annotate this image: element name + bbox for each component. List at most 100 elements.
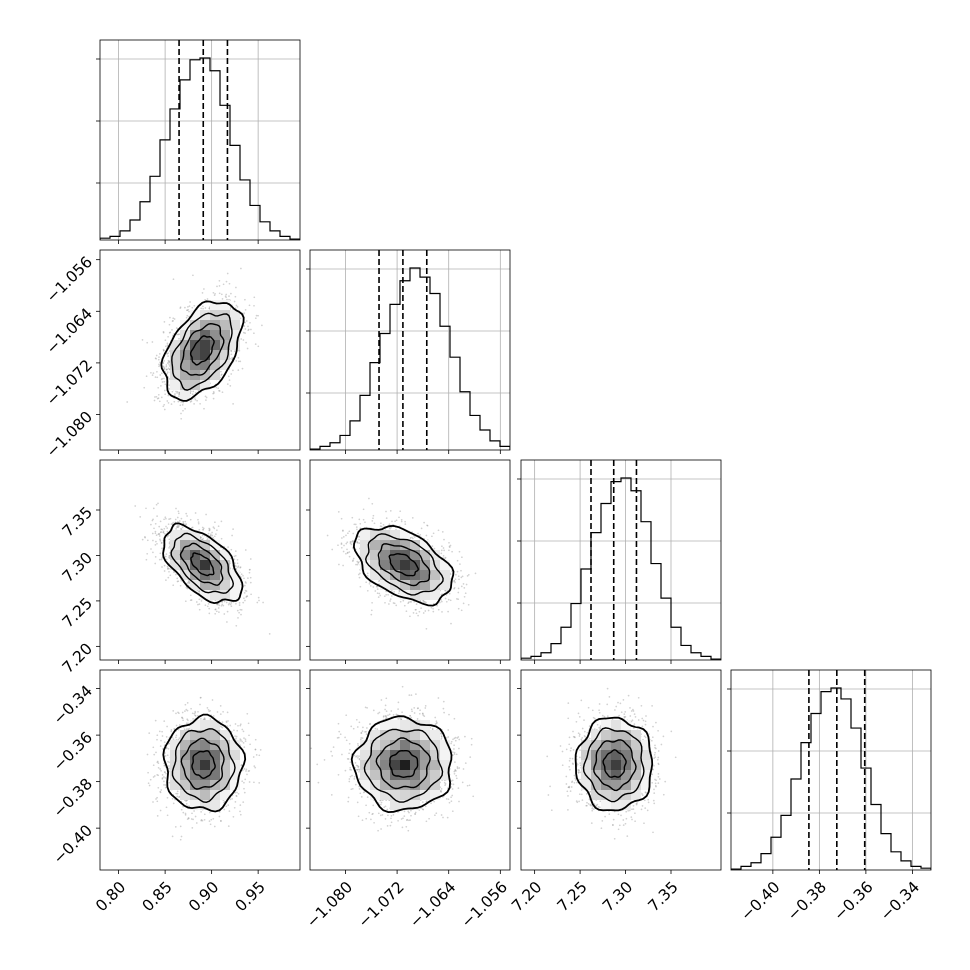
density-cell bbox=[200, 580, 210, 590]
sample-point bbox=[166, 371, 169, 373]
sample-point bbox=[180, 417, 183, 420]
sample-point bbox=[415, 603, 418, 605]
sample-point bbox=[177, 333, 180, 336]
sample-point bbox=[234, 554, 237, 557]
sample-point bbox=[217, 602, 220, 605]
sample-point bbox=[204, 604, 207, 607]
density-cell bbox=[200, 550, 210, 560]
sample-point bbox=[184, 407, 186, 410]
sample-point bbox=[166, 344, 169, 346]
sample-point bbox=[240, 609, 243, 611]
sample-point bbox=[158, 365, 160, 368]
sample-point bbox=[166, 530, 169, 533]
sample-point bbox=[245, 596, 248, 598]
sample-point bbox=[202, 307, 204, 310]
panel-frame bbox=[99, 249, 301, 451]
contour-line bbox=[189, 335, 215, 366]
sample-point bbox=[205, 399, 207, 401]
sample-point bbox=[250, 593, 252, 596]
contour-line bbox=[171, 312, 233, 391]
sample-point bbox=[170, 403, 173, 405]
sample-point bbox=[217, 525, 220, 528]
sample-point bbox=[208, 529, 211, 532]
density-cell bbox=[200, 320, 210, 330]
sample-point bbox=[249, 576, 252, 579]
density-cell bbox=[190, 540, 200, 550]
sample-point bbox=[156, 515, 158, 517]
density-cell bbox=[220, 310, 230, 320]
density-cell bbox=[210, 340, 220, 350]
panel-frame bbox=[309, 249, 511, 451]
density-cell bbox=[200, 370, 210, 380]
sample-point bbox=[161, 528, 164, 531]
panel-frame bbox=[520, 459, 722, 661]
sample-point bbox=[155, 395, 158, 398]
sample-point bbox=[151, 341, 154, 343]
sample-point bbox=[162, 361, 165, 364]
sample-point bbox=[247, 329, 250, 332]
sample-point bbox=[244, 549, 247, 551]
sample-point bbox=[407, 601, 410, 604]
sample-point bbox=[186, 314, 189, 317]
sample-point bbox=[176, 526, 179, 529]
sample-point bbox=[235, 286, 237, 289]
sample-point bbox=[237, 617, 239, 619]
density-cell bbox=[180, 540, 190, 550]
sample-point bbox=[167, 335, 169, 338]
sample-point bbox=[187, 582, 189, 584]
sample-point bbox=[169, 331, 172, 334]
sample-point bbox=[189, 401, 192, 403]
sample-point bbox=[238, 611, 240, 614]
sample-point bbox=[202, 527, 205, 530]
sample-point bbox=[170, 523, 173, 525]
sample-point bbox=[232, 568, 234, 570]
density-cell bbox=[220, 550, 230, 560]
sample-point bbox=[230, 602, 233, 604]
sample-point bbox=[175, 573, 177, 576]
sample-point bbox=[191, 393, 194, 396]
sample-point bbox=[399, 510, 402, 513]
sample-point bbox=[193, 304, 196, 307]
sample-point bbox=[205, 396, 208, 399]
sample-point bbox=[141, 339, 144, 341]
sample-point bbox=[352, 559, 354, 562]
sample-point bbox=[168, 555, 171, 557]
sample-point bbox=[186, 309, 189, 312]
sample-point bbox=[214, 292, 216, 295]
sample-point bbox=[166, 400, 169, 402]
sample-point bbox=[177, 526, 179, 529]
sample-point bbox=[237, 565, 240, 568]
sample-point bbox=[228, 379, 231, 381]
sample-point bbox=[204, 307, 207, 309]
sample-point bbox=[176, 392, 178, 394]
sample-point bbox=[239, 608, 242, 611]
panel-frame bbox=[730, 669, 932, 871]
sample-point bbox=[168, 378, 171, 380]
sample-point bbox=[154, 530, 157, 533]
sample-point bbox=[243, 312, 246, 314]
sample-point bbox=[186, 309, 188, 312]
sample-point bbox=[166, 353, 169, 355]
density-cell bbox=[220, 360, 230, 370]
sample-point bbox=[162, 366, 165, 369]
sample-point bbox=[178, 395, 180, 397]
sample-point bbox=[163, 564, 166, 567]
sample-point bbox=[228, 602, 231, 605]
sample-point bbox=[235, 602, 237, 605]
sample-point bbox=[240, 338, 243, 340]
sample-point bbox=[180, 579, 183, 582]
sample-point bbox=[153, 527, 155, 530]
sample-point bbox=[208, 607, 211, 610]
sample-point bbox=[216, 603, 219, 606]
sample-point bbox=[163, 367, 166, 369]
sample-point bbox=[213, 294, 216, 297]
sample-point bbox=[233, 350, 236, 353]
sample-point bbox=[458, 578, 460, 581]
sample-point bbox=[165, 364, 168, 366]
sample-point bbox=[175, 390, 177, 393]
sample-point bbox=[241, 367, 244, 370]
sample-point bbox=[212, 526, 215, 528]
density-blocks bbox=[170, 530, 240, 600]
sample-point bbox=[158, 400, 161, 403]
sample-point bbox=[212, 536, 214, 539]
